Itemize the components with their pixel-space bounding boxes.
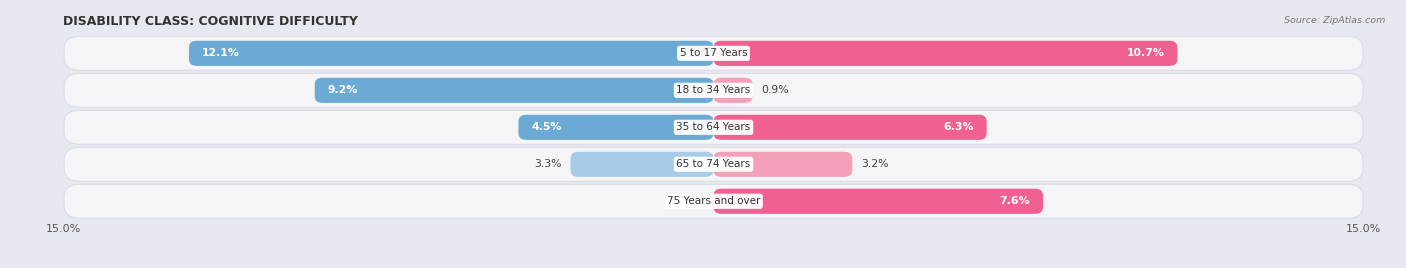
Text: 75 Years and over: 75 Years and over <box>666 196 761 206</box>
Text: 4.5%: 4.5% <box>531 122 562 132</box>
Text: 12.1%: 12.1% <box>202 48 240 58</box>
FancyBboxPatch shape <box>571 152 713 177</box>
Text: 7.6%: 7.6% <box>1000 196 1031 206</box>
FancyBboxPatch shape <box>65 184 1362 218</box>
Text: 35 to 64 Years: 35 to 64 Years <box>676 122 751 132</box>
Text: 0.9%: 0.9% <box>761 85 789 95</box>
FancyBboxPatch shape <box>713 115 987 140</box>
FancyBboxPatch shape <box>188 41 713 66</box>
Text: 5 to 17 Years: 5 to 17 Years <box>679 48 748 58</box>
FancyBboxPatch shape <box>65 110 1362 144</box>
FancyBboxPatch shape <box>519 115 713 140</box>
Text: 9.2%: 9.2% <box>328 85 359 95</box>
Text: 3.3%: 3.3% <box>534 159 562 169</box>
Text: 3.2%: 3.2% <box>860 159 889 169</box>
Text: 10.7%: 10.7% <box>1126 48 1164 58</box>
FancyBboxPatch shape <box>713 78 752 103</box>
FancyBboxPatch shape <box>65 147 1362 181</box>
FancyBboxPatch shape <box>65 36 1362 70</box>
Text: DISABILITY CLASS: COGNITIVE DIFFICULTY: DISABILITY CLASS: COGNITIVE DIFFICULTY <box>63 15 359 28</box>
Text: Source: ZipAtlas.com: Source: ZipAtlas.com <box>1284 16 1385 25</box>
Text: 6.3%: 6.3% <box>943 122 973 132</box>
Text: 0.0%: 0.0% <box>678 196 704 206</box>
FancyBboxPatch shape <box>65 73 1362 107</box>
FancyBboxPatch shape <box>315 78 713 103</box>
FancyBboxPatch shape <box>713 41 1177 66</box>
FancyBboxPatch shape <box>713 189 1043 214</box>
Text: 65 to 74 Years: 65 to 74 Years <box>676 159 751 169</box>
Text: 18 to 34 Years: 18 to 34 Years <box>676 85 751 95</box>
FancyBboxPatch shape <box>713 152 852 177</box>
